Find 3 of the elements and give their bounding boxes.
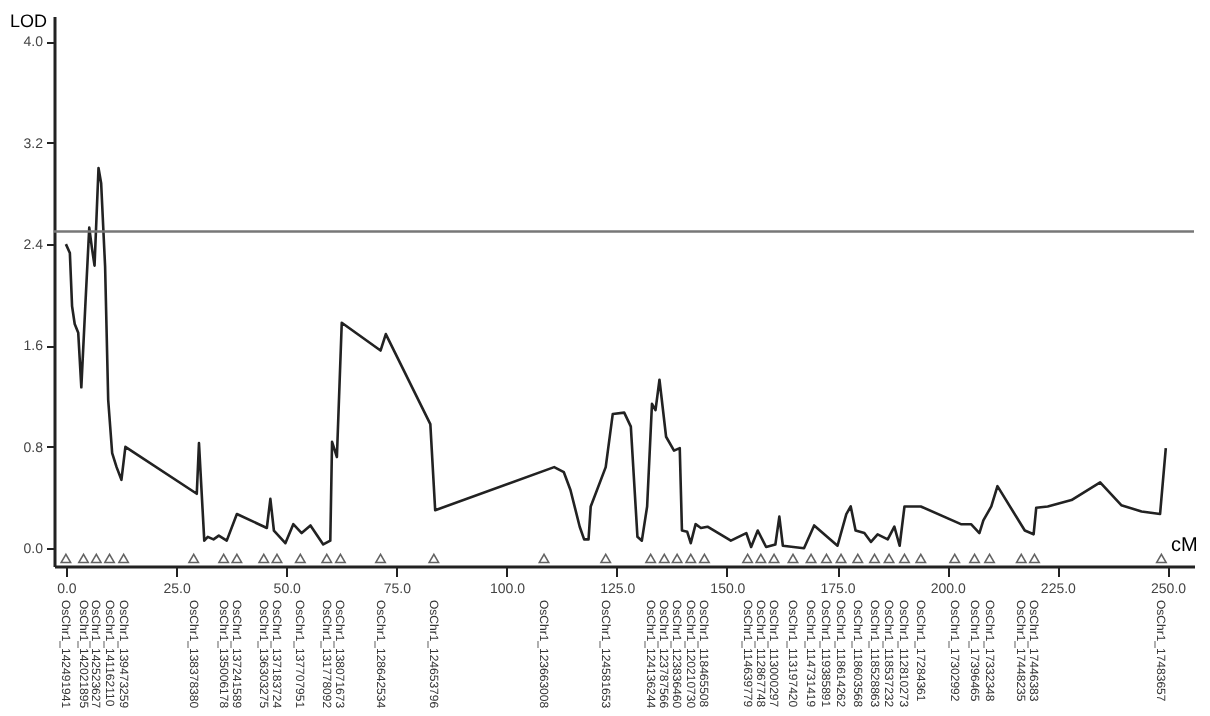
x-axis-title: cM [1171,535,1198,557]
line-series [64,166,1168,550]
y-axis-title: LOD [9,11,48,31]
